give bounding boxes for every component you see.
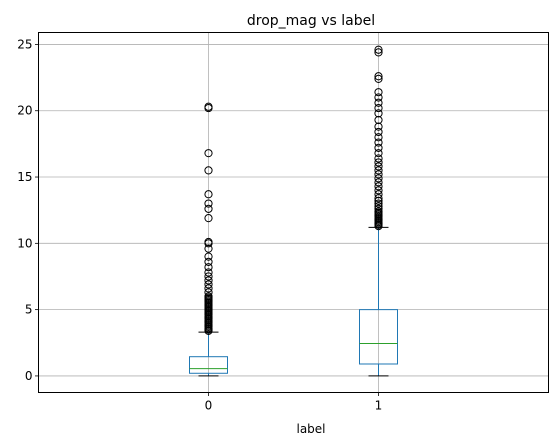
outlier-point (374, 158, 383, 167)
outlier-point (374, 199, 383, 208)
y-tick-label: 5 (25, 303, 33, 317)
y-tick-label: 10 (17, 236, 32, 250)
outlier-point (204, 263, 213, 272)
y-tick-label: 20 (17, 104, 32, 118)
outlier-point (374, 178, 383, 187)
outlier-point (374, 207, 383, 216)
outlier-point (204, 166, 213, 175)
outlier-point (374, 196, 383, 205)
outlier-point (204, 252, 213, 261)
outlier-point (374, 190, 383, 199)
outlier-point (374, 74, 383, 84)
boxes (189, 45, 398, 377)
outlier-point (374, 149, 383, 158)
outlier-point (374, 204, 383, 213)
outlier-point (374, 45, 383, 54)
outlier-point (374, 93, 383, 102)
x-axis-label: label (296, 422, 325, 436)
box-group-1 (359, 45, 398, 377)
outlier-point (374, 133, 383, 142)
outlier-point (204, 288, 213, 297)
y-tick-label: 15 (17, 170, 32, 184)
outlier-point (374, 170, 383, 179)
outlier-point (374, 115, 383, 125)
outlier-point (204, 257, 213, 266)
y-tick-label: 25 (17, 37, 32, 51)
outlier-point (374, 174, 383, 183)
x-tick-label: 1 (375, 399, 383, 413)
outlier-point (374, 166, 383, 175)
outlier-point (204, 214, 213, 223)
y-tick-label: 0 (25, 369, 33, 383)
chart-title: drop_mag vs label (247, 13, 375, 29)
outlier-point (204, 204, 213, 213)
outlier-point (374, 162, 383, 171)
outlier-point (374, 109, 383, 118)
iqr-box (189, 356, 228, 374)
outlier-point (374, 48, 383, 57)
outlier-point (374, 202, 383, 211)
outlier-point (204, 244, 213, 253)
iqr-box (359, 309, 398, 365)
outlier-point (374, 194, 383, 203)
axis-ticks: 0 5 10 15 20 25 0 1 (17, 37, 382, 412)
box-group-0 (189, 102, 228, 377)
outlier-point (374, 122, 383, 131)
outlier-point (204, 102, 213, 111)
plot-frame (38, 32, 549, 393)
outlier-point (204, 237, 213, 247)
outlier-point (374, 186, 383, 195)
outlier-point (204, 280, 213, 289)
grid-lines (38, 32, 549, 393)
outlier-point (204, 268, 213, 277)
outlier-point (204, 149, 213, 158)
outlier-point (204, 276, 213, 285)
outlier-point (374, 127, 383, 137)
outlier-point (204, 199, 213, 208)
outlier-point (204, 272, 213, 281)
outlier-point (374, 72, 383, 81)
outlier-point (204, 190, 213, 199)
outlier-point (374, 138, 383, 147)
x-tick-label: 0 (205, 399, 213, 413)
outlier-point (374, 88, 383, 97)
outlier-point (204, 292, 213, 301)
outlier-point (374, 143, 383, 152)
outlier-point (374, 103, 383, 113)
outlier-point (374, 154, 383, 163)
outlier-point (374, 98, 383, 107)
outlier-point (204, 284, 213, 293)
outlier-point (374, 182, 383, 191)
